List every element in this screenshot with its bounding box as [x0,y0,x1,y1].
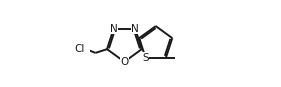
Text: N: N [110,24,117,34]
Text: O: O [120,57,128,67]
Text: N: N [131,24,139,34]
Text: Cl: Cl [75,44,85,54]
Text: S: S [142,53,149,63]
